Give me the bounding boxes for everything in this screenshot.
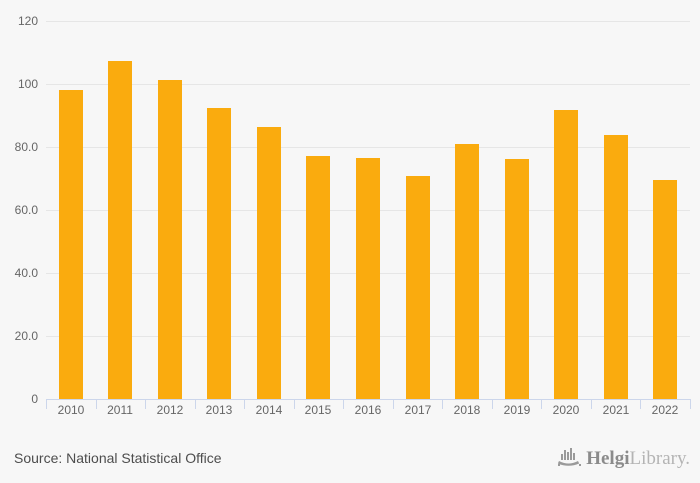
- x-axis-tick: [591, 399, 592, 409]
- x-axis-tick: [541, 399, 542, 409]
- y-gridline-100: [46, 84, 690, 85]
- x-axis-label-2018: 2018: [453, 403, 481, 417]
- x-axis-tick: [96, 399, 97, 409]
- x-axis-label-2017: 2017: [404, 403, 432, 417]
- x-axis-label-2010: 2010: [57, 403, 85, 417]
- chart-footer: Source: National Statistical Office: [0, 435, 700, 483]
- x-axis-tick: [244, 399, 245, 409]
- bar-2019[interactable]: [505, 159, 529, 399]
- source-text: Source: National Statistical Office: [14, 450, 222, 466]
- x-axis-tick: [640, 399, 641, 409]
- x-axis-tick: [393, 399, 394, 409]
- bar-2015[interactable]: [306, 156, 330, 399]
- bar-2016[interactable]: [356, 158, 380, 399]
- x-axis-label-2022: 2022: [651, 403, 679, 417]
- x-axis-tick: [46, 399, 47, 409]
- x-axis-label-2013: 2013: [205, 403, 233, 417]
- bar-2010[interactable]: [59, 90, 83, 399]
- logo-text-library: Library.: [629, 448, 691, 469]
- y-axis-label-80.0: 80.0: [14, 140, 38, 154]
- x-axis-label-2016: 2016: [354, 403, 382, 417]
- x-axis-tick: [145, 399, 146, 409]
- y-gridline-80.0: [46, 147, 690, 148]
- x-axis-label-2011: 2011: [107, 403, 133, 417]
- bar-2022[interactable]: [653, 180, 677, 399]
- y-axis-label-60.0: 60.0: [14, 203, 38, 217]
- bar-2018[interactable]: [455, 144, 479, 399]
- y-axis-label-0: 0: [31, 392, 38, 406]
- bar-2013[interactable]: [207, 108, 231, 399]
- bar-2014[interactable]: [257, 127, 281, 399]
- logo-wordmark: HelgiLibrary.: [586, 445, 690, 473]
- logo-text-helgi: Helgi: [586, 448, 630, 469]
- x-axis-tick: [294, 399, 295, 409]
- helgi-ship-barchart-icon: [558, 446, 582, 472]
- x-axis-tick: [492, 399, 493, 409]
- x-axis-tick: [690, 399, 691, 409]
- x-axis-tick: [195, 399, 196, 409]
- y-gridline-120: [46, 21, 690, 22]
- y-axis-label-120: 120: [17, 14, 38, 28]
- bar-2020[interactable]: [554, 110, 578, 399]
- x-axis-label-2019: 2019: [503, 403, 531, 417]
- y-axis-label-20.0: 20.0: [14, 329, 38, 343]
- x-axis-line: [46, 399, 691, 400]
- y-axis-label-40.0: 40.0: [14, 266, 38, 280]
- helgi-library-logo[interactable]: HelgiLibrary.: [558, 445, 690, 473]
- x-axis-label-2021: 2021: [602, 403, 630, 417]
- y-axis-label-100: 100: [17, 77, 38, 91]
- plot-area: 120 100 80.0 60.0 40.0 20.0 0 2010 2011 2012 2013 2…: [14, 14, 691, 417]
- x-axis-label-2014: 2014: [255, 403, 283, 417]
- x-axis-label-2015: 2015: [304, 403, 332, 417]
- bar-2021[interactable]: [604, 135, 628, 399]
- x-axis-tick: [442, 399, 443, 409]
- bar-2017[interactable]: [406, 176, 430, 399]
- x-axis-label-2012: 2012: [156, 403, 184, 417]
- bar-2012[interactable]: [158, 80, 182, 399]
- x-axis-tick: [343, 399, 344, 409]
- bar-2011[interactable]: [108, 61, 132, 399]
- x-axis-label-2020: 2020: [552, 403, 580, 417]
